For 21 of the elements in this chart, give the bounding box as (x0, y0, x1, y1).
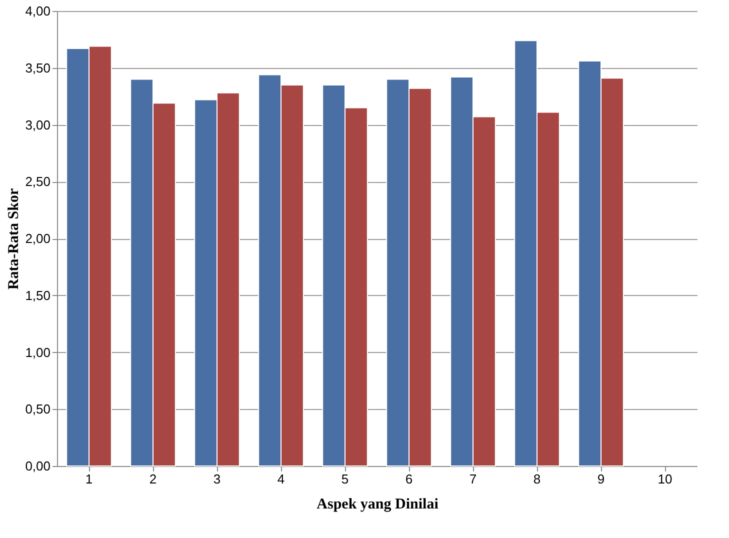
x-tick-label: 7 (469, 472, 477, 486)
y-axis-title: Rata-Rata Skor (6, 188, 22, 290)
x-tick-label: 4 (277, 472, 285, 486)
x-tick-label: 1 (85, 472, 93, 486)
x-axis-title: Aspek yang Dinilai (316, 496, 438, 512)
x-tick-label: 5 (341, 472, 349, 486)
y-tick-label: 3,50 (25, 60, 50, 76)
y-tick-label: 3,00 (25, 117, 50, 132)
y-tick-label: 1,00 (25, 344, 50, 360)
x-tick-label: 3 (213, 472, 221, 486)
y-tick-label: 4,00 (25, 4, 50, 18)
x-tick-label: 2 (149, 472, 157, 486)
x-tick-label: 8 (533, 472, 541, 486)
y-tick-label: 1,50 (25, 288, 50, 303)
y-tick-label: 2,00 (25, 231, 50, 246)
x-tick-label: 6 (405, 472, 413, 486)
x-tick-label: 9 (597, 472, 605, 486)
y-tick-label: 0,50 (25, 402, 50, 417)
y-tick-label: 2,50 (25, 174, 50, 190)
x-tick-label: 10 (658, 472, 672, 486)
y-tick-label: 0,00 (25, 458, 50, 474)
